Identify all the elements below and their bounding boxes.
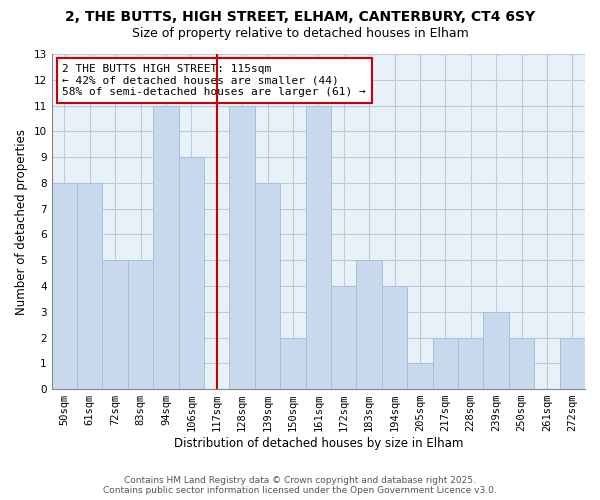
Bar [153, 106, 179, 389]
Y-axis label: Number of detached properties: Number of detached properties [15, 128, 28, 314]
Bar [509, 338, 534, 389]
Bar [52, 183, 77, 389]
Text: Contains HM Land Registry data © Crown copyright and database right 2025.
Contai: Contains HM Land Registry data © Crown c… [103, 476, 497, 495]
Bar [77, 183, 103, 389]
Bar [560, 338, 585, 389]
Bar [407, 364, 433, 389]
Bar [229, 106, 255, 389]
Bar [280, 338, 305, 389]
Bar [305, 106, 331, 389]
Bar [382, 286, 407, 389]
Bar [255, 183, 280, 389]
X-axis label: Distribution of detached houses by size in Elham: Distribution of detached houses by size … [173, 437, 463, 450]
Bar [103, 260, 128, 389]
Bar [458, 338, 484, 389]
Text: 2 THE BUTTS HIGH STREET: 115sqm
← 42% of detached houses are smaller (44)
58% of: 2 THE BUTTS HIGH STREET: 115sqm ← 42% of… [62, 64, 366, 98]
Bar [128, 260, 153, 389]
Bar [433, 338, 458, 389]
Bar [179, 157, 204, 389]
Text: 2, THE BUTTS, HIGH STREET, ELHAM, CANTERBURY, CT4 6SY: 2, THE BUTTS, HIGH STREET, ELHAM, CANTER… [65, 10, 535, 24]
Bar [331, 286, 356, 389]
Text: Size of property relative to detached houses in Elham: Size of property relative to detached ho… [131, 28, 469, 40]
Bar [356, 260, 382, 389]
Bar [484, 312, 509, 389]
